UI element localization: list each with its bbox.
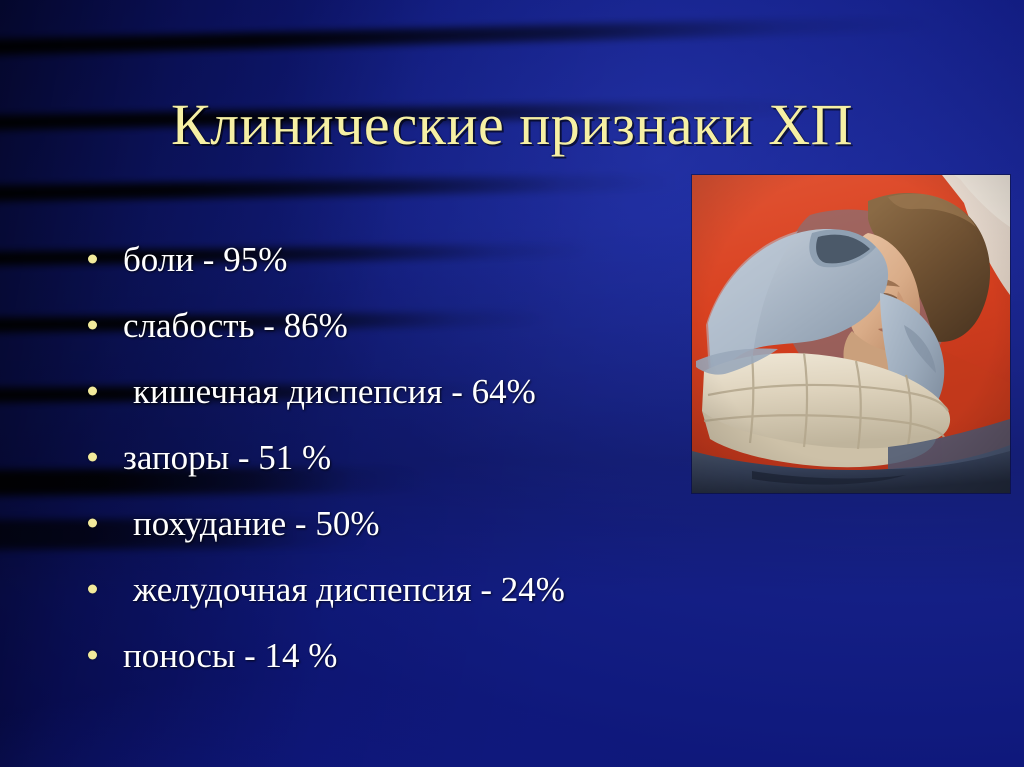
patient-photo	[692, 175, 1010, 493]
list-item: желудочная диспепсия - 24%	[78, 556, 698, 622]
list-item: кишечная диспепсия - 64%	[78, 358, 698, 424]
slide-title: Клинические признаки ХП	[170, 92, 854, 157]
bullet-dot-icon	[88, 386, 97, 396]
list-item-label: желудочная диспепсия - 24%	[133, 569, 565, 609]
list-item: слабость - 86%	[78, 292, 698, 358]
list-item-label: слабость - 86%	[123, 305, 348, 345]
list-item-label: кишечная диспепсия - 64%	[133, 371, 536, 411]
list-item-label: похудание - 50%	[133, 503, 380, 543]
patient-photo-illustration	[692, 175, 1010, 493]
list-item-label: боли - 95%	[123, 239, 288, 279]
list-item: похудание - 50%	[78, 490, 698, 556]
symptom-list: боли - 95% слабость - 86% кишечная диспе…	[78, 226, 698, 688]
bullet-dot-icon	[88, 518, 97, 528]
bullet-dot-icon	[88, 452, 97, 462]
background-bottom-glow	[0, 598, 1024, 767]
list-item-label: запоры - 51 %	[123, 437, 332, 477]
list-item-label: поносы - 14 %	[123, 635, 338, 675]
list-item: запоры - 51 %	[78, 424, 698, 490]
list-item: поносы - 14 %	[78, 622, 698, 688]
bullet-dot-icon	[88, 254, 97, 264]
list-item: боли - 95%	[78, 226, 698, 292]
bullet-dot-icon	[88, 650, 97, 660]
bullet-dot-icon	[88, 584, 97, 594]
bullet-dot-icon	[88, 320, 97, 330]
